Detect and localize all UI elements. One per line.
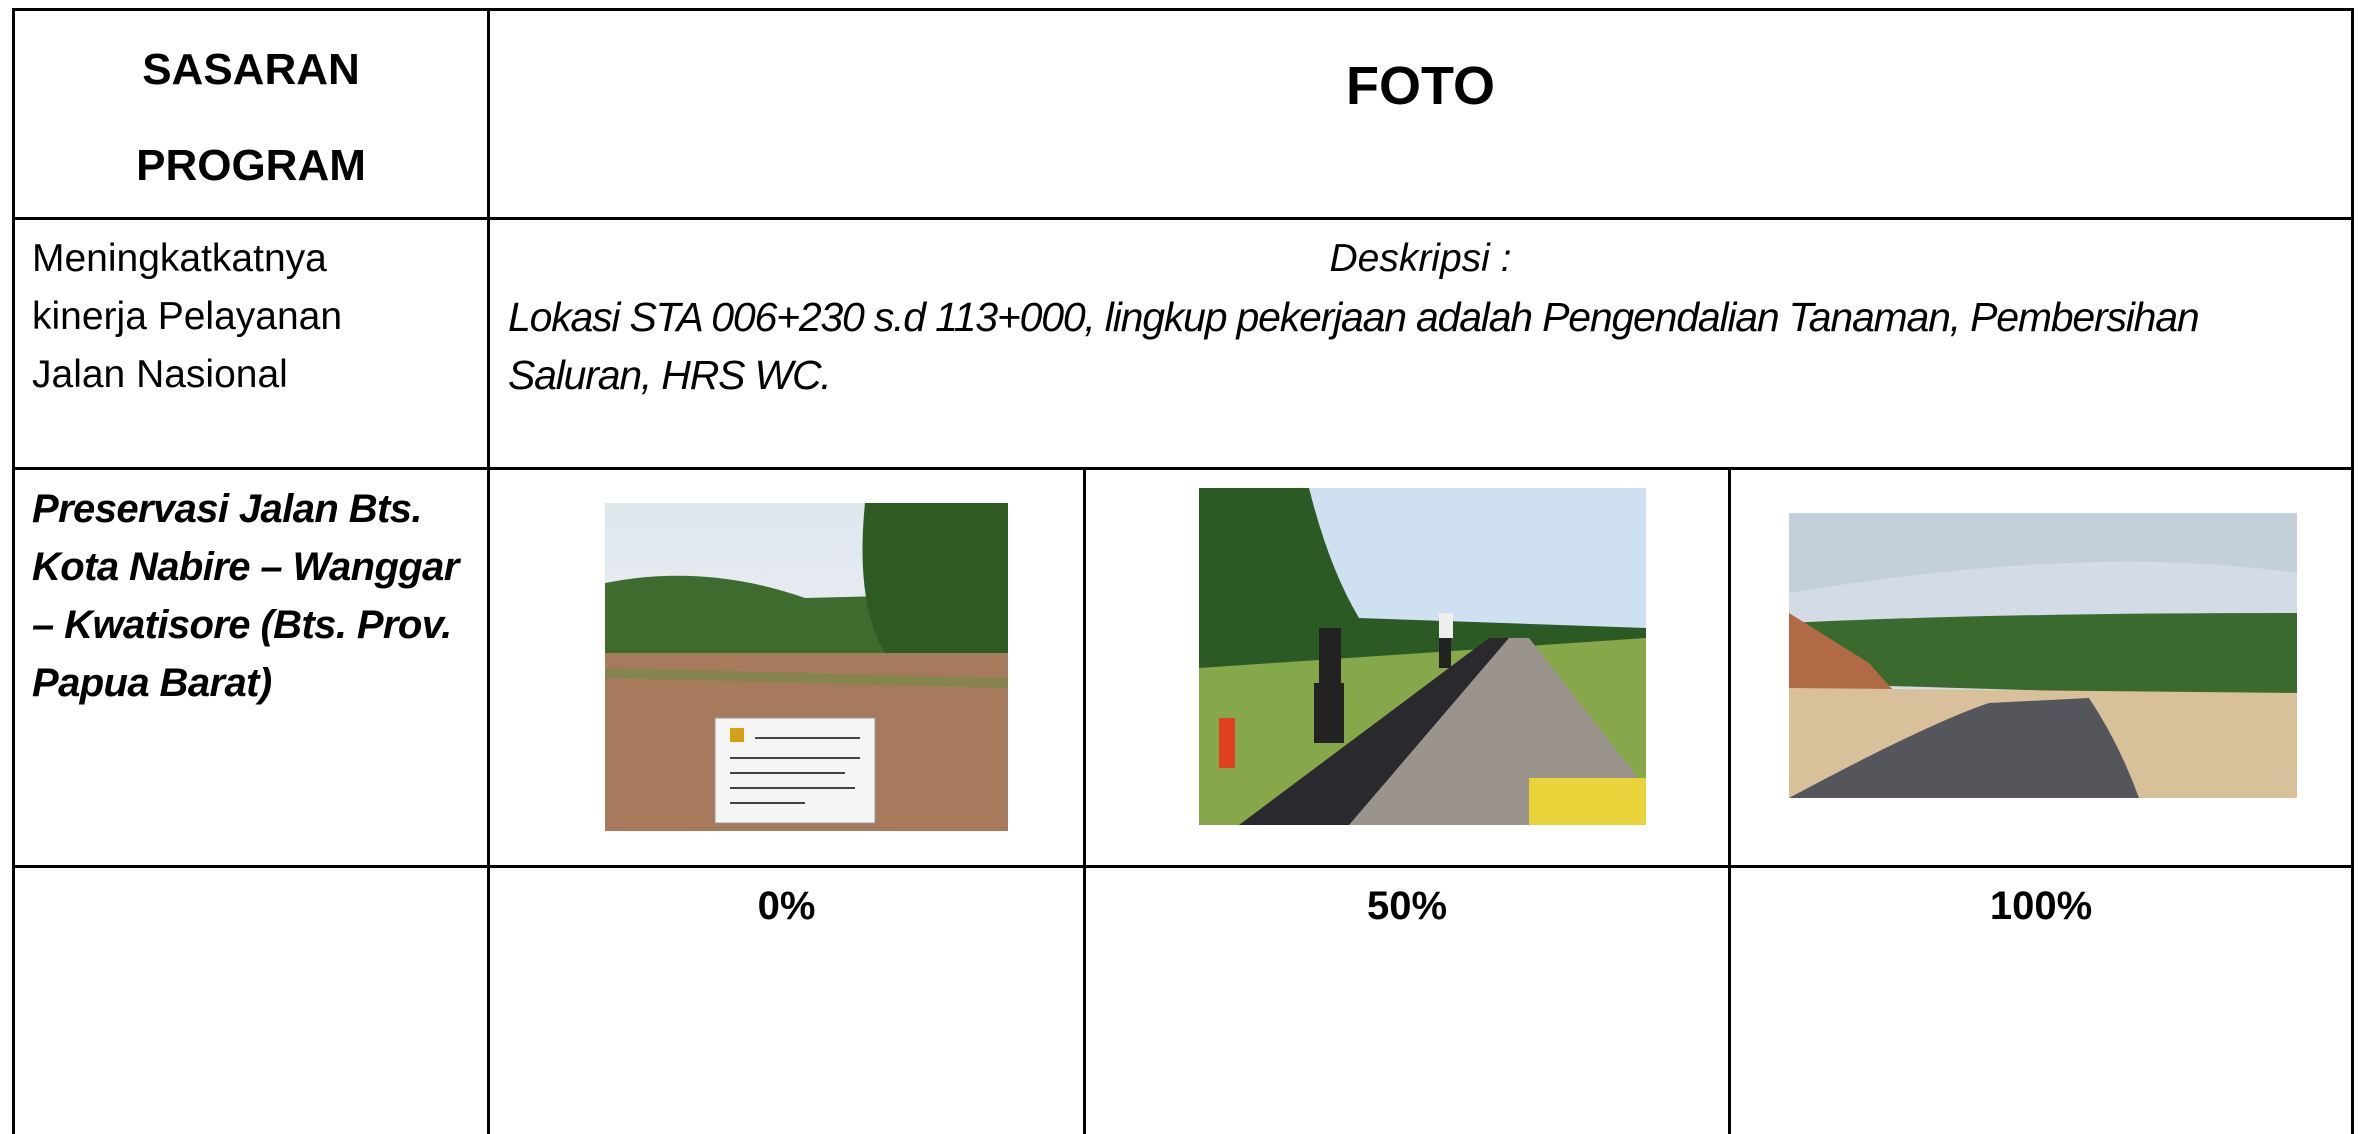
progress-label: 50%: [1366, 884, 1448, 928]
col-divider: [487, 8, 490, 1134]
text-line: Kota Nabire – Wanggar: [32, 545, 459, 589]
text-line: Meningkatkatnya: [32, 237, 327, 280]
header-line: PROGRAM: [136, 141, 366, 190]
target-cell: Meningkatkatnya kinerja Pelayanan Jalan …: [32, 230, 482, 404]
header-line: SASARAN: [142, 45, 360, 94]
photo: [1789, 513, 2297, 798]
header-left: SASARAN PROGRAM: [15, 44, 487, 192]
text-line: Jalan Nasional: [32, 353, 288, 396]
photo: [1199, 488, 1646, 825]
row-divider: [12, 467, 2354, 470]
col-divider: [1083, 468, 1086, 1134]
header-right: FOTO: [1345, 56, 1495, 116]
progress-label: 100%: [1989, 884, 2093, 928]
description-label: Deskripsi :: [1329, 237, 1512, 280]
progress-label: 0%: [757, 884, 816, 928]
text-line: Preservasi Jalan Bts.: [32, 487, 422, 531]
border-top: [12, 8, 2354, 11]
description: Lokasi STA 006+230 s.d 113+000, lingkup …: [508, 294, 2200, 398]
photo: [605, 503, 1008, 831]
text-line: Papua Barat): [32, 661, 272, 705]
text-line: – Kwatisore (Bts. Prov.: [32, 603, 452, 647]
program-cell: Preservasi Jalan Bts. Kota Nabire – Wang…: [32, 480, 482, 712]
border-left: [12, 8, 15, 1134]
border-right: [2351, 8, 2354, 1134]
row-divider: [12, 217, 2354, 220]
text-line: kinerja Pelayanan: [32, 295, 343, 338]
row-divider: [12, 865, 2354, 868]
col-divider: [1728, 468, 1731, 1134]
